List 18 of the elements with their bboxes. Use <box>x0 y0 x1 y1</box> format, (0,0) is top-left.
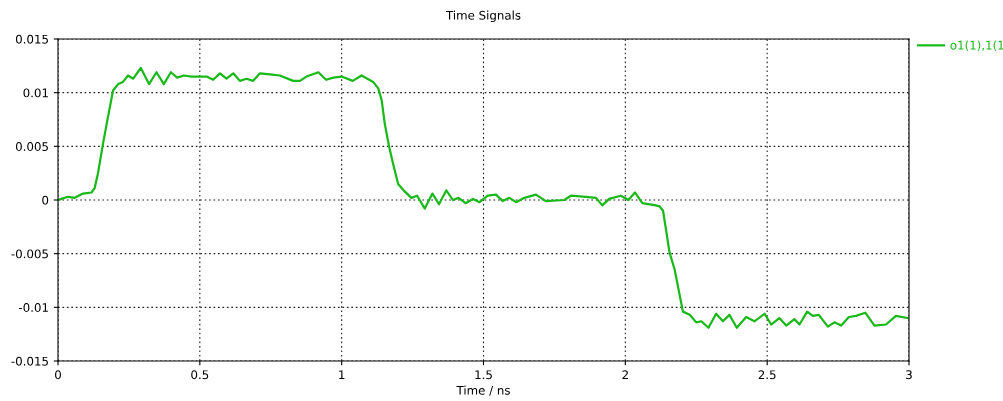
x-axis-title: Time / ns <box>456 385 510 396</box>
x-tick-label: 1.5 <box>475 370 492 380</box>
y-tick-label: -0.005 <box>11 249 48 259</box>
y-tick-label: 0.015 <box>15 34 48 44</box>
x-tick-label: 2.5 <box>758 370 776 380</box>
legend-label: o1(1),1(1 <box>950 40 1003 52</box>
y-tick-label: 0 <box>42 195 49 205</box>
y-tick-label: 0.005 <box>15 142 48 151</box>
x-tick-label: 0.5 <box>191 370 209 380</box>
x-tick-label: 0 <box>55 370 61 380</box>
y-tick-label: -0.01 <box>19 303 48 312</box>
line-series <box>58 66 909 329</box>
x-tick-label: 3 <box>906 370 912 380</box>
y-tick-label: -0.015 <box>11 356 48 366</box>
x-tick-label: 1 <box>339 370 345 379</box>
x-tick-label: 2 <box>622 370 628 379</box>
y-tick-label: 0.01 <box>23 88 48 98</box>
chart-title: Time Signals <box>445 10 521 23</box>
